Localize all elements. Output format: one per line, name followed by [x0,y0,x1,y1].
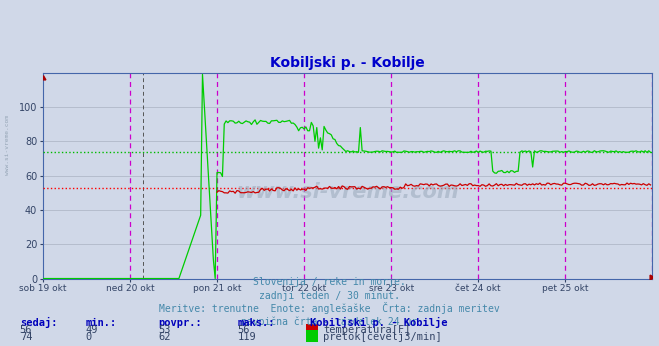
Text: 56: 56 [237,325,250,335]
Text: zadnji teden / 30 minut.: zadnji teden / 30 minut. [259,291,400,301]
Text: navpična črta - razdelek 24 ur: navpična črta - razdelek 24 ur [241,316,418,327]
Text: temperatura[F]: temperatura[F] [323,325,411,335]
Text: povpr.:: povpr.: [158,318,202,328]
Text: pretok[čevelj3/min]: pretok[čevelj3/min] [323,331,442,342]
Text: www.si-vreme.com: www.si-vreme.com [5,115,11,175]
Text: min.:: min.: [86,318,117,328]
Title: Kobiljski p. - Kobilje: Kobiljski p. - Kobilje [270,56,425,70]
Text: 62: 62 [158,332,171,342]
Text: Kobiljski p. - Kobilje: Kobiljski p. - Kobilje [310,317,447,328]
Text: 119: 119 [237,332,256,342]
Text: 49: 49 [86,325,98,335]
Text: Slovenija / reke in morje.: Slovenija / reke in morje. [253,277,406,288]
Text: maks.:: maks.: [237,318,275,328]
Text: 74: 74 [20,332,32,342]
Text: 53: 53 [158,325,171,335]
Text: sedaj:: sedaj: [20,317,57,328]
Text: 0: 0 [86,332,92,342]
Text: 56: 56 [20,325,32,335]
Text: Meritve: trenutne  Enote: anglešaške  Črta: zadnja meritev: Meritve: trenutne Enote: anglešaške Črta… [159,302,500,314]
Text: www.si-vreme.com: www.si-vreme.com [237,182,459,202]
